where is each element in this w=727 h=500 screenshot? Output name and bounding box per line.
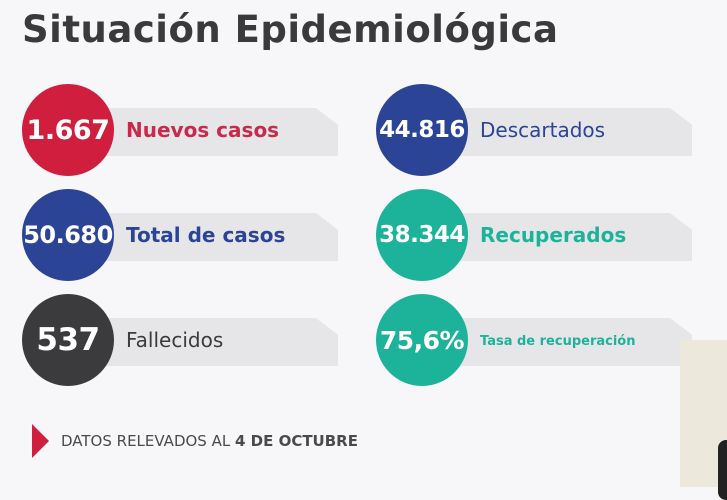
stat-label: Recuperados: [480, 223, 627, 247]
video-inset: [680, 340, 727, 500]
person-silhouette: [718, 440, 727, 500]
stat-label: Fallecidos: [126, 328, 224, 352]
value-circle: 44.816: [376, 84, 468, 176]
stat-total-casos: 50.680 Total de casos: [22, 189, 342, 283]
stat-tasa-recuperacion: 75,6% Tasa de recuperación: [376, 294, 696, 388]
value-circle: 1.667: [22, 84, 114, 176]
value-circle: 75,6%: [376, 294, 468, 386]
value-circle: 38.344: [376, 189, 468, 281]
page-title: Situación Epidemiológica: [22, 8, 559, 51]
stat-recuperados: 38.344 Recuperados: [376, 189, 696, 283]
stat-descartados: 44.816 Descartados: [376, 84, 696, 178]
stat-label: Descartados: [480, 118, 606, 142]
stat-nuevos-casos: 1.667 Nuevos casos: [22, 84, 342, 178]
stat-label: Nuevos casos: [126, 118, 280, 142]
stat-fallecidos: 537 Fallecidos: [22, 294, 342, 388]
stat-label: Total de casos: [126, 223, 286, 247]
triangle-marker-icon: [32, 424, 49, 458]
footer-note: DATOS RELEVADOS AL 4 DE OCTUBRE: [32, 424, 358, 458]
footer-prefix: DATOS RELEVADOS AL: [61, 432, 235, 450]
footer-date: 4 DE OCTUBRE: [234, 432, 358, 450]
value-circle: 537: [22, 294, 114, 386]
value-circle: 50.680: [22, 189, 114, 281]
stat-label: Tasa de recuperación: [480, 334, 636, 349]
